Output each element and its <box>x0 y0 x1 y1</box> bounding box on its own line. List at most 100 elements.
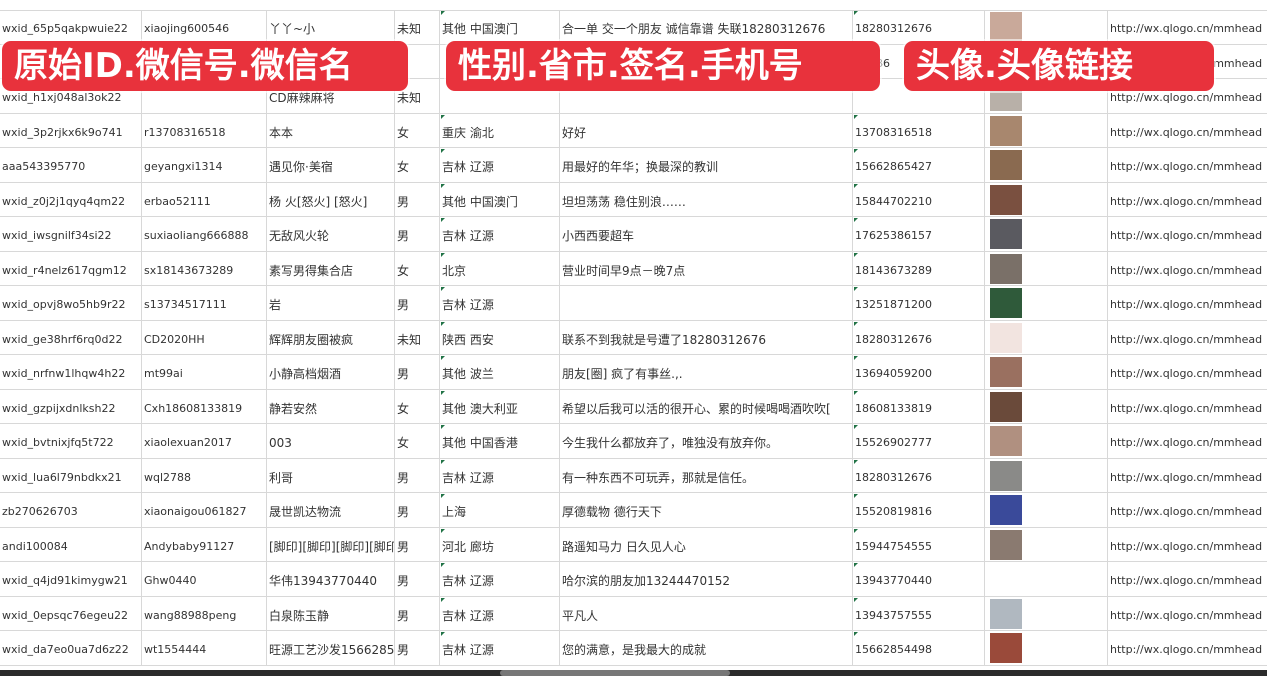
phone-cell[interactable]: 15944754555 <box>853 527 985 561</box>
signature-cell[interactable]: 路遥知马力 日久见人心 <box>560 527 853 561</box>
signature-cell[interactable]: 好好 <box>560 113 853 147</box>
region-cell[interactable] <box>440 79 560 113</box>
wechat-id-cell[interactable]: wt1554444 <box>142 631 267 665</box>
region-cell[interactable]: 其他 中国澳门 <box>440 10 560 44</box>
gender-cell[interactable]: 女 <box>395 113 440 147</box>
phone-cell[interactable] <box>853 79 985 113</box>
wechat-name-cell[interactable]: 静若安然 <box>267 389 395 423</box>
signature-cell[interactable]: 用最好的年华；换最深的教训 <box>560 148 853 182</box>
wechat-id-cell[interactable]: Andybaby91127 <box>142 527 267 561</box>
gender-cell[interactable]: 男 <box>395 355 440 389</box>
signature-cell[interactable]: 营业时间早9点－晚7点 <box>560 251 853 285</box>
wechat-id-cell[interactable]: sx18143673289 <box>142 251 267 285</box>
avatar-cell[interactable] <box>985 320 1108 354</box>
avatar-cell[interactable] <box>985 493 1108 527</box>
gender-cell[interactable]: 男 <box>395 217 440 251</box>
wechat-id-cell[interactable]: geyangxi1314 <box>142 148 267 182</box>
avatar-cell[interactable] <box>985 389 1108 423</box>
phone-cell[interactable]: 18280312676 <box>853 10 985 44</box>
horizontal-scrollbar-thumb[interactable] <box>500 670 730 676</box>
avatar-link-cell[interactable]: http://wx.qlogo.cn/mmhead <box>1110 539 1263 553</box>
avatar-link-cell[interactable]: http://wx.qlogo.cn/mmhead <box>1110 367 1263 380</box>
original-id-cell[interactable]: wxid_iwsgnilf34si22 <box>0 217 142 251</box>
signature-cell[interactable]: 联系不到我就是号遭了18280312676 <box>560 320 853 354</box>
region-cell[interactable]: 其他 澳大利亚 <box>440 389 560 423</box>
wechat-id-cell[interactable]: suxiaoliang666888 <box>142 217 267 251</box>
gender-cell[interactable]: 女 <box>395 251 440 285</box>
region-cell[interactable]: 其他 波兰 <box>440 355 560 389</box>
wechat-name-cell[interactable]: 利哥 <box>267 458 395 492</box>
signature-cell[interactable] <box>560 286 853 320</box>
gender-cell[interactable]: 未知 <box>395 320 440 354</box>
phone-cell[interactable]: 13943770440 <box>853 562 985 596</box>
wechat-name-cell[interactable]: 华伟13943770440 <box>267 562 395 596</box>
region-cell[interactable]: 吉林 辽源 <box>440 562 560 596</box>
avatar-link-cell[interactable]: http://wx.qlogo.cn/mmhead <box>1110 332 1263 346</box>
phone-cell[interactable]: 13251871200 <box>853 286 985 320</box>
avatar-link-cell[interactable]: http://wx.qlogo.cn/mmhead <box>1110 125 1263 139</box>
wechat-name-cell[interactable]: 辉辉朋友圈被疯 <box>267 320 395 354</box>
wechat-id-cell[interactable]: s13734517111 <box>142 286 267 320</box>
gender-cell[interactable]: 男 <box>395 596 440 630</box>
region-cell[interactable]: 重庆 渝北 <box>440 113 560 147</box>
avatar-link-cell[interactable]: http://wx.qlogo.cn/mmhead <box>1110 505 1263 518</box>
signature-cell[interactable]: 有一种东西不可玩弄，那就是信任。 <box>560 458 853 492</box>
avatar-cell[interactable] <box>985 527 1108 561</box>
wechat-name-cell[interactable]: 小静高档烟酒 <box>267 355 395 389</box>
signature-cell[interactable]: 朋友[圈] 疯了有事丝.,. <box>560 355 853 389</box>
signature-cell[interactable]: 坦坦荡荡 稳住别浪…… <box>560 182 853 216</box>
avatar-link-cell[interactable]: http://wx.qlogo.cn/mmhead <box>1110 436 1263 449</box>
wechat-name-cell[interactable]: 遇见你·美宿 <box>267 148 395 182</box>
phone-cell[interactable]: 13708316518 <box>853 113 985 147</box>
avatar-cell[interactable] <box>985 10 1108 44</box>
gender-cell[interactable]: 女 <box>395 148 440 182</box>
avatar-cell[interactable] <box>985 217 1108 251</box>
signature-cell[interactable]: 小西西要超车 <box>560 217 853 251</box>
wechat-name-cell[interactable]: 杨 火[怒火] [怒火] <box>267 182 395 216</box>
avatar-cell[interactable] <box>985 355 1108 389</box>
signature-cell[interactable] <box>560 79 853 113</box>
original-id-cell[interactable]: wxid_65p5qakpwuie22 <box>0 10 142 44</box>
gender-cell[interactable]: 男 <box>395 631 440 665</box>
region-cell[interactable]: 吉林 辽源 <box>440 286 560 320</box>
avatar-cell[interactable] <box>985 148 1108 182</box>
avatar-cell[interactable] <box>985 113 1108 147</box>
original-id-cell[interactable]: wxid_opvj8wo5hb9r22 <box>0 286 142 320</box>
avatar-cell[interactable] <box>985 631 1108 665</box>
phone-cell[interactable]: 15526902777 <box>853 424 985 458</box>
wechat-id-cell[interactable]: wql2788 <box>142 458 267 492</box>
avatar-link-cell[interactable]: http://wx.qlogo.cn/mmhead <box>1110 401 1263 415</box>
original-id-cell[interactable]: andi100084 <box>0 527 142 561</box>
region-cell[interactable]: 吉林 辽源 <box>440 458 560 492</box>
avatar-link-cell[interactable]: http://wx.qlogo.cn/mmhead <box>1110 91 1263 104</box>
phone-cell[interactable]: 15662854498 <box>853 631 985 665</box>
original-id-cell[interactable]: aaa543395770 <box>0 148 142 182</box>
wechat-name-cell[interactable]: 素写男得集合店 <box>267 251 395 285</box>
wechat-id-cell[interactable]: mt99ai <box>142 355 267 389</box>
wechat-id-cell[interactable]: wang88988peng <box>142 596 267 630</box>
region-cell[interactable]: 吉林 辽源 <box>440 148 560 182</box>
signature-cell[interactable]: 您的满意，是我最大的成就 <box>560 631 853 665</box>
avatar-cell[interactable] <box>985 458 1108 492</box>
phone-cell[interactable]: 13943757555 <box>853 596 985 630</box>
gender-cell[interactable] <box>395 44 440 78</box>
region-cell[interactable]: 吉林 辽源 <box>440 217 560 251</box>
original-id-cell[interactable]: wxid_z0j2j1qyq4qm22 <box>0 182 142 216</box>
wechat-name-cell[interactable]: [脚印][脚印][脚印][脚印] <box>267 527 395 561</box>
region-cell[interactable]: 其他 中国香港 <box>440 424 560 458</box>
signature-cell[interactable]: 厚德载物 德行天下 <box>560 493 853 527</box>
wechat-id-cell[interactable]: xiaojing600546 <box>142 10 267 44</box>
original-id-cell[interactable]: wxid_gzpijxdnlksh22 <box>0 389 142 423</box>
wechat-name-cell[interactable]: 晟世凯达物流 <box>267 493 395 527</box>
phone-cell[interactable]: 17625386157 <box>853 217 985 251</box>
phone-cell[interactable]: 18608133819 <box>853 389 985 423</box>
original-id-cell[interactable]: wxid_nrfnw1lhqw4h22 <box>0 355 142 389</box>
phone-cell[interactable]: 18280312676 <box>853 320 985 354</box>
signature-cell[interactable]: 哈尔滨的朋友加13244470152 <box>560 562 853 596</box>
original-id-cell[interactable]: wxid_3p2rjkx6k9o741 <box>0 113 142 147</box>
avatar-cell[interactable] <box>985 424 1108 458</box>
signature-cell[interactable]: 今生我什么都放弃了，唯独没有放弃你。 <box>560 424 853 458</box>
signature-cell[interactable]: 平凡人 <box>560 596 853 630</box>
gender-cell[interactable]: 未知 <box>395 10 440 44</box>
region-cell[interactable]: 吉林 辽源 <box>440 596 560 630</box>
